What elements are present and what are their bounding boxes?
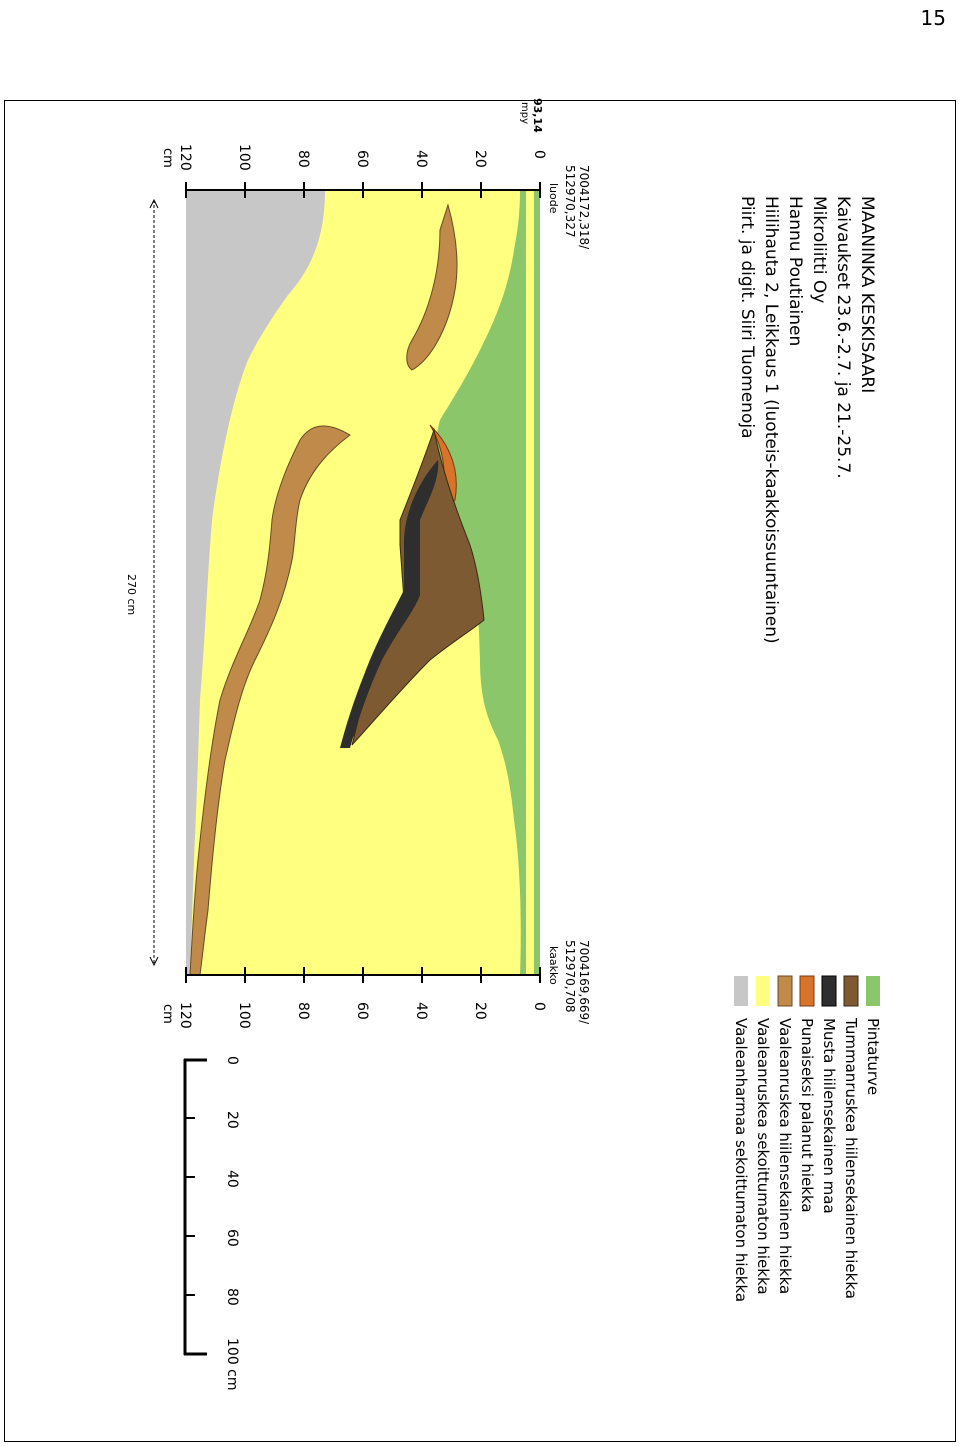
page-number: 15 [920, 6, 946, 30]
rotated-sheet: MAANINKA KESKISAARI Kaivaukset 23.6.-2.7… [125, 98, 882, 1391]
left-unit-label: cm [160, 148, 175, 168]
legend-swatch [799, 975, 815, 1007]
width-arrow-right [149, 956, 159, 967]
title-block: MAANINKA KESKISAARI Kaivaukset 23.6.-2.7… [737, 196, 877, 644]
left-tick-label: 40 [413, 150, 429, 168]
layer-light-brown-sand [186, 190, 540, 975]
right-tick-label: 120 [177, 1002, 193, 1029]
layer-black-charcoal-soil [340, 460, 439, 748]
layer-light-brown-charcoal-sand [406, 203, 458, 371]
right-unit-label: cm [160, 1004, 175, 1024]
legend-label: Punaiseksi palanut hiekka [798, 1018, 816, 1213]
right-tick-label: 60 [354, 1002, 370, 1020]
elevation-unit: mpy [519, 102, 530, 124]
width-arrow-left [149, 198, 159, 209]
left-tick-label: 0 [531, 150, 547, 159]
layer-top-edge [526, 190, 534, 975]
legend-label: Vaaleanruskea hiilensekainen hiekka [776, 1018, 794, 1294]
title-line: Kaivaukset 23.6.-2.7. ja 21.-25.7. [833, 196, 853, 479]
right-tick-label: 0 [531, 1002, 547, 1011]
drawing-frame [4, 100, 956, 1442]
legend-label: Vaaleanruskea sekoittumaton hiekka [754, 1018, 772, 1295]
left-tick-label: 80 [295, 150, 311, 168]
elevation-label: 93,14 [531, 98, 544, 133]
title-line: Hannu Poutiainen [785, 196, 805, 346]
scale-label: 100 cm [224, 1338, 240, 1391]
title-line: Hiilihauta 2, Leikkaus 1 (luoteis-kaakko… [761, 196, 781, 644]
right-depth-axis: 0 20 40 60 80 100 120 cm [160, 967, 547, 1029]
scale-label: 0 [224, 1056, 240, 1065]
legend-swatch [821, 975, 837, 1007]
left-tick-label: 20 [472, 150, 488, 168]
legend-label: Pintaturve [864, 1018, 882, 1095]
right-tick-label: 20 [472, 1002, 488, 1020]
legend-swatch [734, 976, 748, 1006]
legend-swatch [843, 975, 859, 1007]
scale-bar: 0 20 40 60 80 100 cm [183, 1056, 240, 1391]
left-tick-label: 60 [354, 150, 370, 168]
legend-label: Tummanruskea hiilensekainen hiekka [842, 1017, 860, 1299]
right-tick-label: 40 [413, 1002, 429, 1020]
scale-label: 20 [224, 1111, 240, 1129]
right-tick-label: 100 [236, 1002, 252, 1029]
scale-label: 60 [224, 1229, 240, 1247]
left-coord-1: 7004172,318/ [577, 165, 591, 250]
left-tick-label: 120 [177, 144, 193, 171]
legend-label: Musta hiilensekainen maa [820, 1018, 838, 1214]
scale-label: 80 [224, 1288, 240, 1306]
left-tick-label: 100 [236, 144, 252, 171]
right-direction: kaakko [547, 946, 560, 985]
title-line: Piirt. ja digit. Siiri Tuomenoja [737, 196, 757, 439]
legend: Pintaturve Tummanruskea hiilensekainen h… [732, 975, 882, 1302]
layer-surface-peat [435, 190, 540, 975]
layer-light-grey-sand [186, 190, 325, 975]
left-direction: luode [547, 183, 560, 214]
section-layers [186, 190, 540, 976]
legend-label: Vaaleanharmaa sekoittumaton hiekka [732, 1018, 750, 1302]
legend-swatch [777, 975, 793, 1007]
legend-swatch [756, 976, 770, 1006]
left-depth-axis: 0 20 40 60 80 100 120 cm 93,14 mpy [160, 98, 547, 198]
width-dimension: 270 cm [125, 198, 159, 967]
scale-label: 40 [224, 1170, 240, 1188]
title-line: Mikroliitti Oy [809, 196, 829, 303]
right-coord-1: 7004169,669/ [577, 940, 591, 1025]
right-tick-label: 80 [295, 1002, 311, 1020]
left-coord-2: 512970,327 [563, 165, 577, 238]
title-line: MAANINKA KESKISAARI [857, 196, 877, 393]
legend-swatch [866, 976, 880, 1006]
right-coord-2: 512970,708 [563, 940, 577, 1013]
width-label: 270 cm [125, 574, 138, 615]
